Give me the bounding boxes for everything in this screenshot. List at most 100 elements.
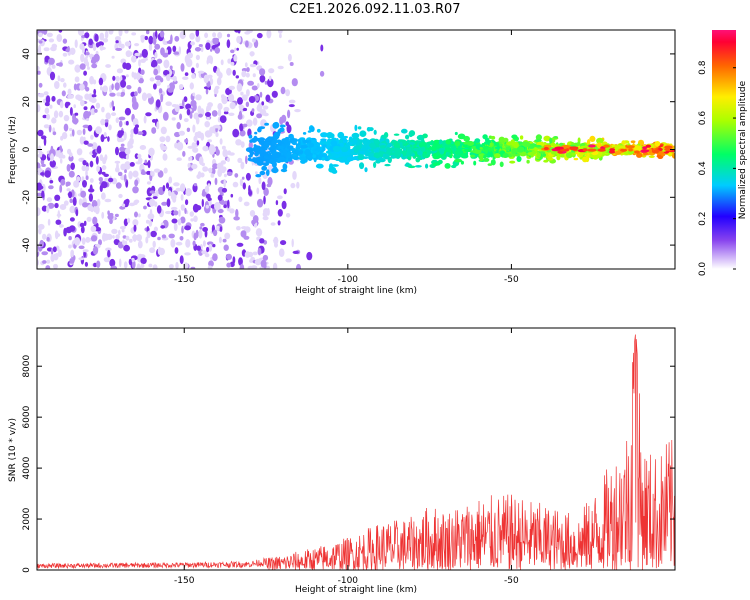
- noise-blob: [118, 258, 122, 268]
- noise-blob: [223, 178, 226, 188]
- noise-blob: [245, 119, 253, 127]
- noise-blob: [74, 121, 78, 125]
- noise-blob: [101, 192, 106, 200]
- noise-blob: [214, 177, 218, 186]
- signal-blob: [373, 152, 381, 159]
- noise-blob: [288, 104, 295, 108]
- noise-blob: [46, 259, 51, 264]
- signal-blob: [384, 163, 391, 167]
- signal-blob: [271, 139, 276, 146]
- noise-blob: [59, 224, 64, 228]
- signal-blob: [535, 134, 543, 141]
- signal-blob: [530, 152, 534, 158]
- noise-blob: [266, 30, 272, 39]
- signal-blob: [282, 163, 288, 170]
- signal-blob: [573, 157, 579, 161]
- noise-blob: [63, 200, 69, 206]
- noise-blob: [236, 242, 244, 247]
- noise-blob: [232, 256, 236, 264]
- noise-blob: [207, 183, 211, 187]
- signal-blob: [299, 137, 305, 140]
- noise-blob: [101, 165, 107, 171]
- noise-blob: [76, 176, 81, 182]
- signal-blob: [623, 151, 629, 155]
- noise-blob: [200, 45, 204, 53]
- page-title: C2E1.2026.092.11.03.R07: [289, 2, 461, 17]
- signal-blob: [358, 145, 363, 149]
- signal-blob: [303, 139, 309, 144]
- noise-blob: [249, 63, 257, 68]
- noise-blob: [131, 32, 137, 36]
- snr-panel: -150 -100 -50 0 2000 4000 6000 8000 Height of …: [8, 327, 676, 595]
- signal-blob: [490, 159, 496, 166]
- noise-blob: [118, 120, 123, 128]
- signal-blob: [313, 144, 317, 149]
- noise-blob: [250, 52, 254, 57]
- noise-blob: [108, 124, 112, 131]
- noise-blob: [195, 94, 202, 101]
- noise-blob: [79, 222, 85, 228]
- noise-blob: [163, 59, 170, 69]
- noise-blob: [242, 94, 248, 101]
- noise-blob: [148, 35, 154, 45]
- noise-blob: [120, 143, 125, 147]
- noise-blob: [263, 195, 266, 205]
- noise-blob: [228, 93, 235, 103]
- noise-blob: [94, 108, 98, 113]
- noise-blob: [142, 58, 149, 61]
- noise-blob: [281, 200, 287, 210]
- noise-blob: [79, 136, 85, 145]
- signal-blob: [648, 155, 655, 159]
- noise-blob: [221, 145, 226, 150]
- noise-blob: [95, 126, 102, 135]
- noise-blob: [49, 180, 54, 184]
- noise-blob: [245, 101, 250, 108]
- signal-blob: [648, 148, 652, 154]
- peak-blob: [557, 150, 563, 154]
- noise-blob: [140, 263, 145, 268]
- noise-blob: [82, 124, 90, 129]
- noise-blob: [193, 183, 198, 187]
- noise-blob: [287, 109, 291, 119]
- noise-blob: [129, 137, 134, 146]
- noise-blob: [37, 168, 43, 172]
- noise-blob: [134, 199, 140, 204]
- noise-blob: [48, 57, 55, 65]
- noise-blob: [241, 226, 248, 230]
- noise-blob: [212, 163, 219, 170]
- noise-blob: [90, 134, 94, 140]
- noise-blob: [247, 265, 254, 269]
- noise-blob: [220, 160, 226, 165]
- peak-blob: [653, 149, 660, 153]
- noise-blob: [213, 124, 220, 129]
- noise-blob: [241, 70, 247, 78]
- noise-blob: [235, 208, 239, 218]
- noise-blob: [166, 74, 171, 82]
- signal-blob: [454, 158, 463, 163]
- signal-blob: [498, 136, 505, 143]
- noise-blob: [258, 177, 262, 185]
- noise-blob: [233, 216, 240, 221]
- noise-blob: [73, 180, 80, 188]
- noise-blob: [82, 128, 86, 136]
- noise-blob: [251, 38, 256, 43]
- signal-blob: [597, 150, 603, 157]
- signal-blob: [483, 145, 490, 151]
- noise-blob: [179, 183, 186, 193]
- signal-blob: [506, 141, 513, 146]
- noise-blob: [132, 170, 139, 178]
- noise-blob: [199, 226, 203, 230]
- noise-blob: [114, 82, 120, 91]
- noise-blob: [74, 39, 78, 48]
- noise-blob: [148, 43, 153, 51]
- signal-blob: [249, 139, 253, 143]
- noise-blob: [38, 32, 43, 38]
- noise-blob: [133, 224, 137, 232]
- noise-blob: [93, 206, 97, 213]
- noise-blob: [170, 206, 178, 211]
- noise-blob: [82, 202, 89, 208]
- signal-blob: [248, 134, 253, 139]
- noise-blob: [125, 235, 130, 241]
- noise-blob: [133, 126, 139, 135]
